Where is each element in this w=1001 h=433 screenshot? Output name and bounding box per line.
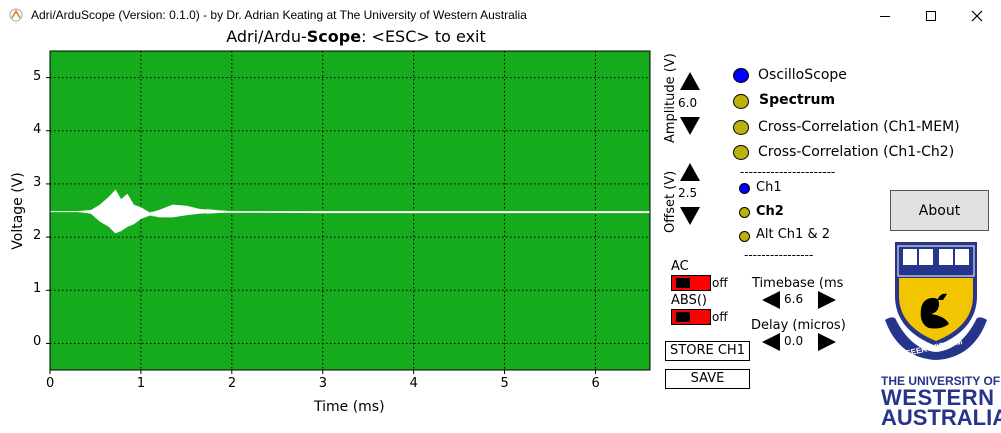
offset-label: Offset (V) bbox=[663, 170, 678, 233]
plot-title: Adri/Ardu-Scope: <ESC> to exit bbox=[0, 27, 712, 46]
y-tick-label: 5 bbox=[33, 68, 42, 84]
y-tick-label: 3 bbox=[33, 174, 42, 190]
uwa-text-line1: THE UNIVERSITY OF bbox=[881, 374, 1001, 388]
ac-label: AC bbox=[671, 259, 689, 274]
mode-dot-spectrum[interactable] bbox=[733, 94, 749, 109]
amplitude-label: Amplitude (V) bbox=[663, 53, 678, 143]
channel-alt[interactable]: Alt Ch1 & 2 bbox=[756, 227, 830, 242]
mode-spectrum[interactable]: Spectrum bbox=[759, 92, 836, 108]
timebase-left-icon[interactable] bbox=[760, 290, 782, 310]
about-button[interactable]: About bbox=[890, 190, 989, 231]
window-title: Adri/ArduScope (Version: 0.1.0) - by Dr.… bbox=[31, 8, 527, 22]
x-tick-label: 0 bbox=[46, 376, 55, 391]
plot-title-prefix: Adri/Ardu- bbox=[226, 27, 307, 46]
amplitude-up-icon[interactable] bbox=[679, 70, 701, 92]
close-button[interactable] bbox=[954, 0, 1000, 31]
x-tick-label: 1 bbox=[136, 376, 146, 391]
uwa-text-line3: AUSTRALIA bbox=[881, 405, 1001, 430]
x-tick-label: 4 bbox=[409, 376, 418, 391]
close-icon bbox=[971, 10, 983, 21]
plot-title-bold: Scope bbox=[306, 27, 362, 46]
delay-label: Delay (micros) bbox=[751, 318, 846, 333]
timebase-label: Timebase (ms bbox=[752, 276, 844, 291]
save-button[interactable]: SAVE bbox=[665, 369, 750, 389]
x-tick-label: 5 bbox=[500, 376, 509, 391]
abs-toggle-knob bbox=[676, 312, 690, 322]
ac-toggle[interactable] bbox=[671, 275, 711, 291]
delay-left-icon[interactable] bbox=[760, 332, 782, 352]
delay-value: 0.0 bbox=[784, 334, 804, 348]
mode-xcorr-ch2[interactable]: Cross-Correlation (Ch1-Ch2) bbox=[758, 144, 955, 160]
minimize-icon bbox=[880, 15, 890, 17]
mode-oscilloscope[interactable]: OscilloScope bbox=[758, 67, 847, 83]
ac-toggle-knob bbox=[676, 278, 690, 288]
separator-modes: ---------------------- bbox=[740, 165, 836, 179]
y-tick-label: 2 bbox=[33, 228, 42, 244]
store-ch1-button[interactable]: STORE CH1 bbox=[665, 341, 750, 361]
x-tick-label: 6 bbox=[591, 376, 600, 391]
channel-dot-alt[interactable] bbox=[739, 231, 750, 242]
mode-xcorr-mem[interactable]: Cross-Correlation (Ch1-MEM) bbox=[758, 119, 960, 135]
y-tick-label: 0 bbox=[33, 334, 42, 350]
y-tick-label: 4 bbox=[33, 121, 42, 137]
mode-dot-oscilloscope[interactable] bbox=[733, 68, 749, 83]
channel-dot-ch1[interactable] bbox=[739, 183, 750, 194]
delay-right-icon[interactable] bbox=[816, 332, 838, 352]
offset-down-icon[interactable] bbox=[679, 205, 701, 227]
mode-dot-xcorr-ch2[interactable] bbox=[733, 145, 749, 160]
abs-label: ABS() bbox=[671, 293, 707, 308]
window-titlebar: Adri/ArduScope (Version: 0.1.0) - by Dr.… bbox=[0, 0, 1001, 31]
y-axis-label: Voltage (V) bbox=[10, 172, 26, 250]
plot-title-suffix: : <ESC> to exit bbox=[361, 27, 486, 46]
channel-ch1[interactable]: Ch1 bbox=[756, 180, 782, 195]
uwa-crest-icon bbox=[885, 242, 987, 360]
maximize-button[interactable] bbox=[908, 0, 954, 31]
uwa-text-line2: WESTERN bbox=[881, 385, 995, 410]
plot-area[interactable] bbox=[50, 51, 650, 370]
channel-dot-ch2[interactable] bbox=[739, 207, 750, 218]
abs-toggle[interactable] bbox=[671, 309, 711, 325]
x-tick-label: 2 bbox=[227, 376, 237, 391]
separator-channels: ---------------- bbox=[744, 248, 814, 262]
amplitude-down-icon[interactable] bbox=[679, 115, 701, 137]
plot-frame bbox=[49, 50, 651, 371]
app-icon bbox=[9, 8, 23, 22]
offset-up-icon[interactable] bbox=[679, 161, 701, 183]
timebase-value: 6.6 bbox=[784, 292, 804, 306]
signal-trace-detail bbox=[90, 190, 218, 233]
ac-state: off bbox=[712, 276, 728, 290]
minimize-button[interactable] bbox=[862, 0, 908, 31]
x-axis-label: Time (ms) bbox=[314, 399, 385, 415]
maximize-icon bbox=[926, 10, 936, 21]
offset-value: 2.5 bbox=[678, 186, 698, 200]
amplitude-value: 6.0 bbox=[678, 96, 698, 110]
abs-state: off bbox=[712, 310, 728, 324]
y-tick-label: 1 bbox=[33, 281, 42, 297]
timebase-right-icon[interactable] bbox=[816, 290, 838, 310]
mode-dot-xcorr-mem[interactable] bbox=[733, 120, 749, 135]
x-tick-label: 3 bbox=[318, 376, 327, 391]
channel-ch2[interactable]: Ch2 bbox=[756, 204, 784, 219]
